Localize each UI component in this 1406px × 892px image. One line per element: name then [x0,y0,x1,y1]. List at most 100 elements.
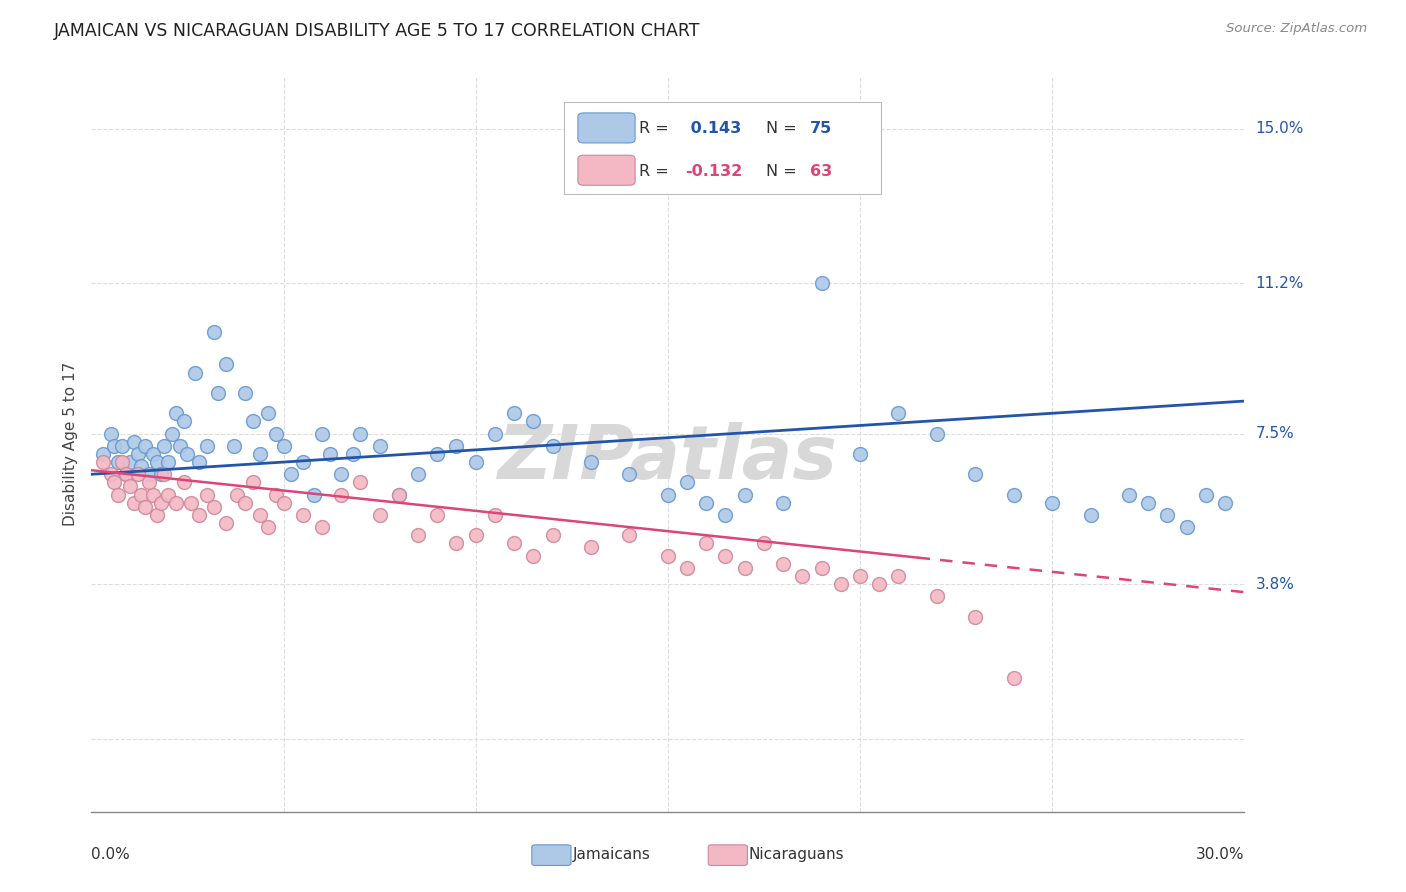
Point [330,467,353,482]
Text: Source: ZipAtlas.com: Source: ZipAtlas.com [1226,22,1367,36]
Point [1156,508,1178,522]
Point [107,487,129,501]
Point [1118,487,1140,501]
Point [215,516,238,530]
Point [169,439,191,453]
Point [1002,671,1025,685]
Text: N =: N = [766,164,801,178]
Point [484,426,506,441]
Point [291,508,314,522]
Point [426,447,449,461]
Point [925,426,948,441]
Text: 0.0%: 0.0% [91,847,131,862]
Point [131,487,153,501]
Point [100,426,122,441]
Point [107,455,129,469]
Point [830,577,852,591]
Point [388,487,411,501]
Point [157,487,180,501]
Point [349,475,371,490]
Point [426,508,449,522]
Point [1213,496,1236,510]
Point [330,487,353,501]
FancyBboxPatch shape [578,155,636,186]
Point [676,561,699,575]
Text: JAMAICAN VS NICARAGUAN DISABILITY AGE 5 TO 17 CORRELATION CHART: JAMAICAN VS NICARAGUAN DISABILITY AGE 5 … [53,22,700,40]
Point [887,569,910,583]
Point [157,455,180,469]
Point [965,609,987,624]
Point [676,475,699,490]
Text: 63: 63 [810,164,832,178]
Point [522,549,544,563]
Point [115,467,138,482]
Point [195,487,218,501]
Point [122,496,145,510]
Point [1040,496,1063,510]
Point [233,496,256,510]
Point [134,500,156,514]
Point [446,536,468,550]
Point [965,467,987,482]
Point [202,500,225,514]
Point [165,406,187,420]
Point [118,479,141,493]
Point [273,439,295,453]
FancyBboxPatch shape [564,102,882,194]
Point [464,528,486,542]
FancyBboxPatch shape [709,845,748,865]
Point [695,536,717,550]
Point [464,455,486,469]
Y-axis label: Disability Age 5 to 17: Disability Age 5 to 17 [63,361,79,526]
Point [446,439,468,453]
Point [868,577,890,591]
Point [695,496,717,510]
Point [503,536,526,550]
Text: R =: R = [638,121,673,136]
Point [233,386,256,401]
Point [280,467,302,482]
Point [91,447,114,461]
Point [249,508,271,522]
Point [311,426,333,441]
Point [342,447,364,461]
Point [103,475,125,490]
Point [657,487,679,501]
Point [173,475,195,490]
Point [242,475,264,490]
Point [406,467,429,482]
Text: -0.132: -0.132 [685,164,742,178]
Text: 11.2%: 11.2% [1256,276,1303,291]
Text: ZIPatlas: ZIPatlas [498,422,838,495]
Point [145,508,167,522]
Point [368,508,391,522]
Point [207,386,229,401]
Point [202,325,225,339]
Point [734,487,756,501]
Point [349,426,371,441]
Point [1002,487,1025,501]
Text: N =: N = [766,121,801,136]
Point [222,439,245,453]
Point [91,455,114,469]
FancyBboxPatch shape [578,113,636,143]
Point [176,447,198,461]
Point [714,549,737,563]
Point [115,467,138,482]
Point [142,447,165,461]
Point [184,366,207,380]
Text: 7.5%: 7.5% [1256,426,1294,442]
Point [734,561,756,575]
Point [541,439,564,453]
Point [149,467,172,482]
Point [657,549,679,563]
Point [311,520,333,534]
Point [149,496,172,510]
Point [1137,496,1160,510]
Point [503,406,526,420]
Point [188,508,211,522]
Point [368,439,391,453]
Point [134,439,156,453]
Point [772,496,794,510]
Text: 75: 75 [810,121,832,136]
